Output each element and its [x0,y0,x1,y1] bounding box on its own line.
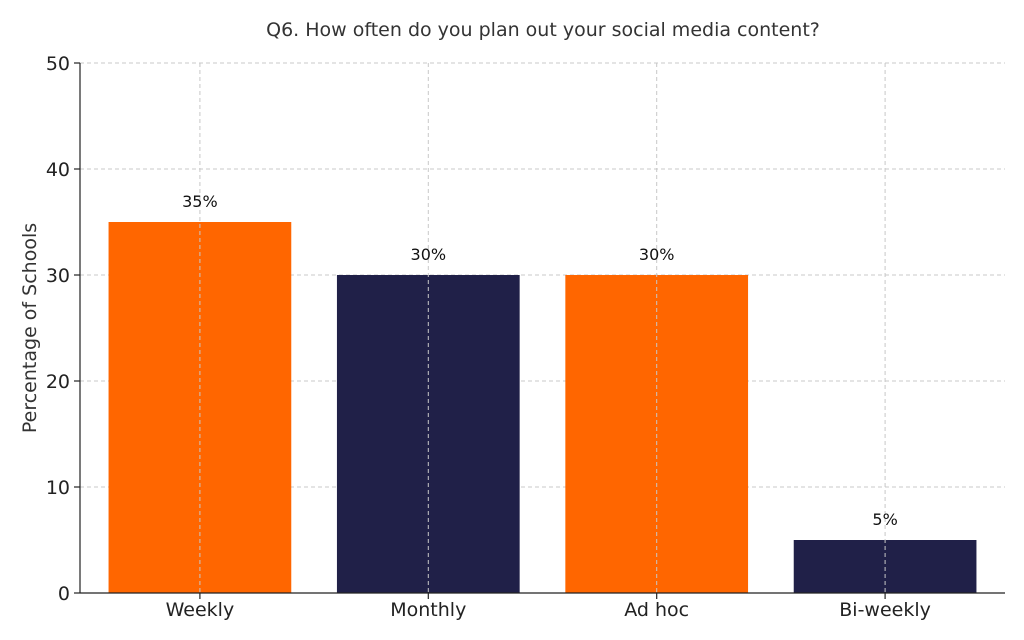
y-tick-label: 40 [46,159,70,181]
x-tick-label: Monthly [390,599,466,621]
x-tick-label: Ad hoc [624,599,689,621]
y-tick-label: 30 [46,265,70,287]
labels: 0 10 20 30 40 50 Weekly 35% Monthly 30% Ad hoc 30% B… [46,53,931,621]
chart-title: Q6. How often do you plan out your socia… [266,19,820,41]
data-label: 30% [411,245,447,264]
y-tick-label: 10 [46,477,70,499]
y-axis-label: Percentage of Schools [19,223,41,433]
data-label: 30% [639,245,675,264]
axes [74,62,1005,599]
y-tick-label: 50 [46,53,70,75]
x-tick-label: Weekly [166,599,235,621]
x-tick-label: Bi-weekly [839,599,931,621]
y-tick-label: 0 [58,583,70,605]
bars [108,222,977,593]
data-label: 5% [872,510,897,529]
data-label: 35% [182,192,218,211]
y-tick-label: 20 [46,371,70,393]
